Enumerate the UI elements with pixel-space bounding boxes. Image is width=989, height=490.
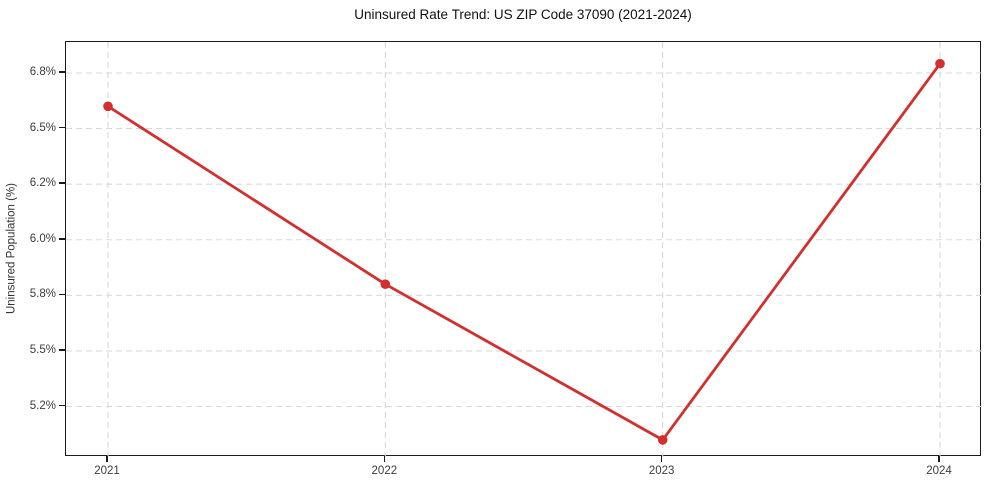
x-tick-label: 2024 [926, 465, 952, 477]
y-tick-label: 6.5% [29, 121, 56, 134]
x-tick-label: 2023 [648, 465, 675, 477]
y-tick-mark [59, 238, 65, 240]
data-point-2021 [103, 101, 113, 112]
plot-area [65, 41, 982, 457]
x-tick-mark [106, 456, 108, 462]
y-tick-label: 5.5% [29, 343, 56, 356]
x-tick-mark [938, 456, 940, 462]
data-point-2022 [380, 279, 391, 289]
y-tick-mark [59, 349, 65, 351]
x-tick-mark [660, 456, 663, 462]
y-tick-mark [59, 404, 65, 407]
x-tick-label: 2021 [94, 465, 120, 477]
data-point-2023 [657, 435, 668, 445]
y-tick-label: 6.0% [29, 232, 56, 245]
x-tick-label: 2022 [371, 465, 398, 477]
y-tick-label: 6.2% [29, 177, 56, 190]
y-tick-label: 5.2% [29, 399, 56, 412]
y-tick-label: 5.8% [29, 288, 56, 301]
x-tick-mark [383, 456, 386, 462]
data-point-2024 [935, 58, 945, 69]
y-tick-label: 6.8% [29, 66, 56, 78]
y-tick-mark [59, 71, 65, 73]
y-tick-mark [59, 182, 65, 184]
chart-title: Uninsured Rate Trend: US ZIP Code 37090 … [354, 7, 692, 22]
trend-line [106, 62, 942, 442]
line-chart-canvas [66, 42, 982, 457]
y-tick-mark [59, 126, 65, 129]
y-tick-mark [59, 293, 65, 296]
